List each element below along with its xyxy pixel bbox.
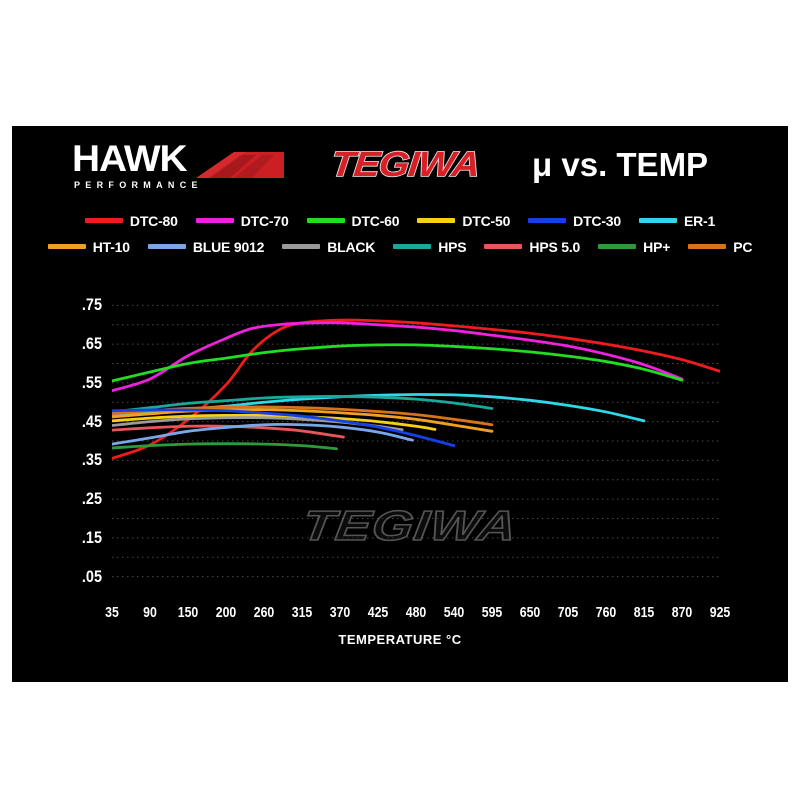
x-axis-tick-label: 705 xyxy=(557,604,579,621)
legend-label: DTC-80 xyxy=(129,212,178,229)
legend-label: PC xyxy=(733,238,753,255)
legend-label: HP+ xyxy=(643,238,671,255)
legend-swatch-icon xyxy=(393,244,432,249)
legend-label: DTC-50 xyxy=(462,212,511,229)
x-axis-tick-label: 260 xyxy=(253,604,275,621)
x-axis-title: TEMPERATURE °C xyxy=(338,632,462,647)
series-line-dtc-80 xyxy=(112,318,720,460)
legend-item-pc[interactable]: PC xyxy=(688,239,752,255)
legend-item-dtc-60[interactable]: DTC-60 xyxy=(306,212,400,229)
legend-swatch-icon xyxy=(528,218,567,223)
legend-item-hps[interactable]: HPS xyxy=(393,238,467,255)
legend-swatch-icon xyxy=(638,218,677,223)
legend-row-1: DTC-80 DTC-70 DTC-60 DTC-50 DTC-30 ER-1 xyxy=(12,212,788,229)
y-axis-tick-label: .05 xyxy=(81,566,102,586)
chart-panel: HAWK PERFORMANCE TEGIWA μ vs. TEMP DTC-8… xyxy=(12,126,788,682)
x-axis-tick-label: 370 xyxy=(329,604,351,621)
legend-label: DTC-30 xyxy=(573,212,621,229)
legend-label: HPS 5.0 xyxy=(529,238,581,255)
legend-swatch-icon xyxy=(147,244,186,249)
legend-label: DTC-70 xyxy=(240,212,289,229)
legend-swatch-icon xyxy=(47,244,86,249)
y-axis-tick-label: .15 xyxy=(81,527,102,547)
series-line-dtc-60 xyxy=(112,343,684,383)
legend-item-dtc-50[interactable]: DTC-50 xyxy=(417,213,510,229)
hawk-swoosh-icon xyxy=(196,152,284,178)
series-curves xyxy=(112,318,720,460)
legend-item-blue-9012[interactable]: BLUE 9012 xyxy=(147,238,265,255)
legend-swatch-icon xyxy=(282,244,321,249)
plot-svg xyxy=(112,304,720,578)
series-line-hp- xyxy=(112,442,338,451)
chart-header: HAWK PERFORMANCE TEGIWA μ vs. TEMP xyxy=(12,126,788,204)
x-axis-tick-label: 870 xyxy=(671,604,693,621)
legend-swatch-icon xyxy=(417,218,456,223)
y-axis-tick-label: .35 xyxy=(81,450,102,470)
legend-item-dtc-30[interactable]: DTC-30 xyxy=(528,213,621,229)
legend-item-hp-[interactable]: HP+ xyxy=(598,239,670,255)
x-axis-tick-label: 815 xyxy=(633,604,655,621)
legend-swatch-icon xyxy=(598,244,637,249)
legend-label: HT-10 xyxy=(92,238,130,255)
y-axis-tick-label: .25 xyxy=(81,489,102,509)
x-axis-tick-label: 315 xyxy=(291,604,313,621)
series-line-ht-10 xyxy=(112,408,494,433)
hawk-wordmark: HAWK xyxy=(72,138,188,179)
legend-label: HPS xyxy=(438,238,467,255)
legend-item-er-1[interactable]: ER-1 xyxy=(638,212,716,229)
legend-row-2: HT-10 BLUE 9012 BLACK HPS HPS 5.0 HP+ PC xyxy=(12,238,788,255)
y-axis-tick-label: .45 xyxy=(81,411,102,431)
y-axis-tick-label: .55 xyxy=(81,372,102,392)
series-line-blue-9012 xyxy=(112,423,414,446)
tegiwa-logo: TEGIWA xyxy=(310,144,500,186)
series-line-hps xyxy=(112,395,494,414)
x-axis-tick-label: 595 xyxy=(481,604,503,621)
legend-label: BLACK xyxy=(327,238,376,255)
x-axis-tick-label: 480 xyxy=(405,604,427,621)
x-axis-tick-label: 150 xyxy=(177,604,199,621)
y-axis-tick-label: .75 xyxy=(81,295,102,315)
legend-label: BLUE 9012 xyxy=(192,238,265,255)
legend-swatch-icon xyxy=(484,244,523,249)
legend-item-black[interactable]: BLACK xyxy=(282,239,375,255)
legend-swatch-icon xyxy=(306,218,345,223)
legend-item-hps-5-0[interactable]: HPS 5.0 xyxy=(484,239,580,255)
hawk-performance-text: PERFORMANCE xyxy=(74,180,203,190)
x-axis-tick-label: 925 xyxy=(709,604,731,621)
x-axis-tick-label: 200 xyxy=(215,604,237,621)
series-line-dtc-70 xyxy=(112,321,684,393)
legend-label: ER-1 xyxy=(683,212,716,229)
legend-label: DTC-60 xyxy=(351,212,400,229)
x-axis-tick-label: 90 xyxy=(143,604,157,621)
x-axis-tick-label: 425 xyxy=(367,604,389,621)
tegiwa-wordmark: TEGIWA xyxy=(328,144,482,185)
plot-area xyxy=(112,286,720,596)
page-title: μ vs. TEMP xyxy=(532,146,709,183)
legend-swatch-icon xyxy=(84,218,123,223)
legend-swatch-icon xyxy=(688,244,727,249)
legend-item-dtc-80[interactable]: DTC-80 xyxy=(84,212,178,229)
hawk-logo: HAWK PERFORMANCE xyxy=(72,138,287,196)
x-axis-tick-label: 35 xyxy=(105,604,119,621)
series-line-dtc-30 xyxy=(112,408,456,448)
legend-swatch-icon xyxy=(195,218,234,223)
x-axis-tick-label: 760 xyxy=(595,604,617,621)
x-axis-tick-label: 650 xyxy=(519,604,541,621)
legend-item-ht-10[interactable]: HT-10 xyxy=(47,238,130,255)
x-axis-tick-label: 540 xyxy=(443,604,465,621)
legend-item-dtc-70[interactable]: DTC-70 xyxy=(195,212,289,229)
y-axis-tick-label: .65 xyxy=(81,334,102,354)
